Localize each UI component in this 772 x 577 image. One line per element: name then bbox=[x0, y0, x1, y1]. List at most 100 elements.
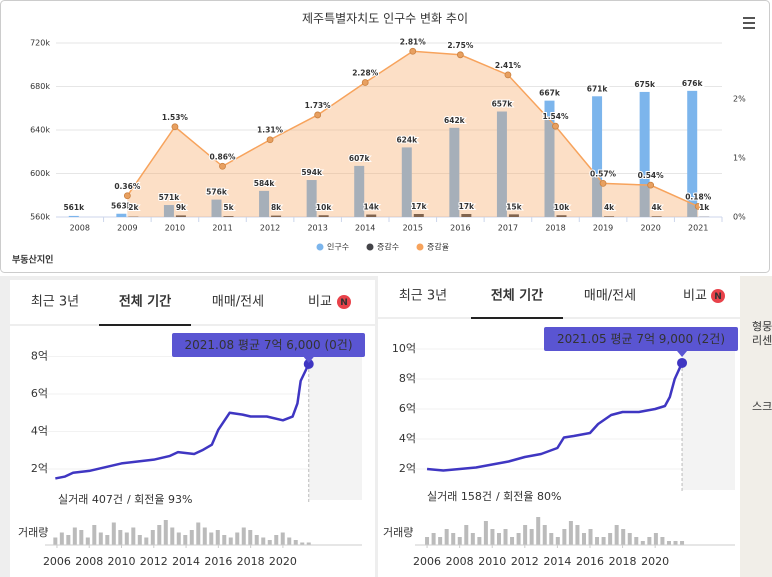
y-tick-label: 6억 bbox=[31, 387, 48, 400]
data-label: 4k bbox=[652, 203, 663, 212]
x-tick-label: 2010 bbox=[478, 555, 506, 568]
data-label: 561k bbox=[63, 203, 85, 212]
point bbox=[266, 136, 274, 144]
tab[interactable]: 전체 기간 bbox=[491, 288, 543, 304]
volume-bar bbox=[137, 535, 142, 545]
x-tick-label: 2006 bbox=[413, 555, 441, 568]
map-label: 스크 bbox=[752, 400, 772, 413]
turnover-rate: / 회전율 80% bbox=[496, 490, 562, 503]
point bbox=[219, 162, 226, 170]
volume-bar bbox=[189, 530, 194, 545]
volume-bar bbox=[105, 535, 110, 545]
x-tick-label: 2020 bbox=[269, 555, 297, 568]
point bbox=[361, 79, 369, 86]
x-tick-label: 2012 bbox=[140, 555, 168, 568]
data-label: 2.75% bbox=[447, 41, 474, 50]
x-tick-label: 2012 bbox=[260, 224, 280, 233]
volume-bar bbox=[464, 525, 469, 545]
data-label: 624k bbox=[396, 135, 418, 144]
volume-bar bbox=[235, 532, 240, 545]
volume-bar bbox=[53, 537, 58, 545]
price-line bbox=[55, 363, 310, 480]
x-tick-label: 2018 bbox=[237, 555, 265, 568]
tab[interactable]: 매매/전세 bbox=[212, 295, 264, 310]
y-tick-label: 680k bbox=[30, 82, 50, 91]
x-tick-label: 2020 bbox=[640, 224, 660, 233]
data-label: 1.73% bbox=[305, 101, 332, 110]
volume-bar bbox=[267, 540, 272, 545]
volume-bar bbox=[287, 537, 292, 545]
data-label: 563k bbox=[111, 202, 133, 211]
tab[interactable]: 비교 bbox=[683, 289, 707, 304]
point bbox=[504, 71, 512, 79]
volume-bar bbox=[72, 527, 77, 545]
x-tick-label: 2010 bbox=[165, 224, 185, 233]
volume-bar bbox=[111, 522, 116, 545]
data-label: 667k bbox=[539, 89, 561, 98]
data-label: 1.31% bbox=[257, 126, 284, 135]
tab[interactable]: 매매/전세 bbox=[584, 289, 636, 304]
volume-bar bbox=[581, 533, 586, 545]
bar bbox=[366, 214, 377, 217]
volume-bar bbox=[254, 535, 259, 545]
trade-count[interactable]: 실거래 158건 bbox=[427, 490, 492, 503]
data-label: 2.28% bbox=[352, 69, 379, 78]
data-label: 642k bbox=[444, 116, 466, 125]
x-tick-label: 2009 bbox=[117, 224, 137, 233]
volume-bar bbox=[483, 521, 488, 545]
volume-bar bbox=[241, 527, 246, 545]
point bbox=[694, 202, 702, 210]
y-tick-label: 4억 bbox=[399, 432, 416, 445]
volume-bar bbox=[261, 537, 266, 545]
volume-bar bbox=[568, 521, 573, 545]
volume-bar bbox=[490, 529, 495, 545]
map-label: 리센 bbox=[752, 334, 772, 347]
bar bbox=[508, 214, 519, 217]
x-tick-label: 2011 bbox=[212, 224, 232, 233]
point bbox=[123, 192, 131, 200]
trade-count[interactable]: 실거래 407건 bbox=[58, 493, 123, 506]
tab[interactable]: 최근 3년 bbox=[399, 289, 447, 304]
data-label: 1k bbox=[699, 203, 710, 212]
volume-bar bbox=[306, 542, 311, 545]
data-label: 10k bbox=[554, 203, 570, 212]
data-label: 2.81% bbox=[400, 37, 427, 46]
volume-bar bbox=[627, 533, 632, 545]
volume-bar bbox=[209, 532, 214, 545]
data-label: 571k bbox=[159, 193, 181, 202]
menu-icon[interactable] bbox=[743, 17, 755, 29]
volume-bar bbox=[248, 530, 253, 545]
data-label: 0.54% bbox=[638, 171, 665, 180]
bar bbox=[271, 215, 282, 217]
volume-bar bbox=[150, 530, 155, 545]
volume-bar bbox=[196, 522, 201, 545]
volume-bar bbox=[575, 525, 580, 545]
volume-bar bbox=[536, 517, 541, 545]
y2-tick-label: 2% bbox=[733, 95, 746, 104]
volume-bar bbox=[222, 535, 227, 545]
y-tick-label: 6억 bbox=[399, 402, 416, 415]
volume-bar bbox=[457, 537, 462, 545]
y-tick-label: 560k bbox=[30, 213, 50, 222]
tab[interactable]: 전체 기간 bbox=[119, 294, 171, 310]
tab[interactable]: 최근 3년 bbox=[31, 295, 79, 310]
bar bbox=[175, 215, 186, 217]
tab[interactable]: 비교 bbox=[308, 295, 332, 310]
volume-bar bbox=[59, 532, 64, 545]
data-label: 657k bbox=[492, 100, 514, 109]
map-label: 형뭉 bbox=[752, 320, 772, 333]
volume-bar bbox=[673, 541, 678, 545]
turnover-rate: / 회전율 93% bbox=[127, 493, 193, 506]
data-label: 10k bbox=[316, 203, 332, 212]
volume-bar bbox=[293, 540, 298, 545]
x-tick-label: 2008 bbox=[75, 555, 103, 568]
point bbox=[409, 47, 417, 55]
volume-bar bbox=[170, 527, 175, 545]
data-label: 0.86% bbox=[209, 152, 236, 161]
bar bbox=[163, 205, 174, 217]
bar bbox=[461, 214, 472, 217]
bar bbox=[401, 147, 412, 217]
badge bbox=[711, 289, 725, 303]
y-tick-label: 600k bbox=[30, 169, 50, 178]
